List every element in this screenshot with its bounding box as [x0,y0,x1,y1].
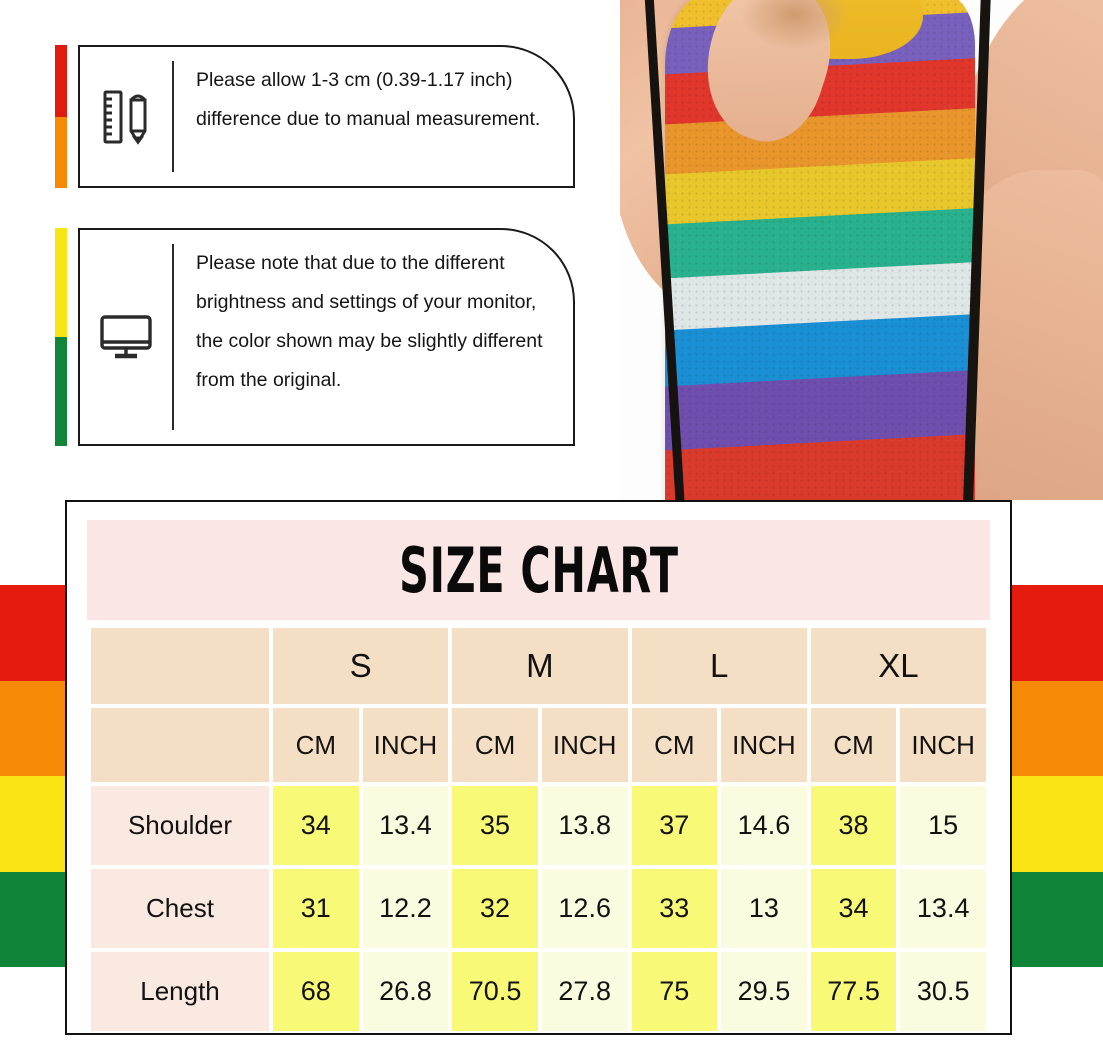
monitor-icon [80,230,172,444]
size-chart-panel: SIZE CHART S M L XL CM INCH CM INCH CM I… [65,500,1012,1035]
note-divider [172,61,174,172]
cell-length-s-cm: 68 [273,952,359,1031]
table-row: Chest 31 12.2 32 12.6 33 13 34 13.4 [91,869,986,948]
note-divider [172,244,174,430]
rainbow-stripes-right [1012,585,1103,967]
header-size-l: L [631,628,807,704]
cell-shoulder-s-cm: 34 [273,786,359,865]
unit-cm-xl: CM [810,708,897,782]
cell-chest-m-inch: 12.6 [541,869,628,948]
cell-shoulder-xl-inch: 15 [900,786,986,865]
cell-chest-l-cm: 33 [631,869,718,948]
cell-length-l-cm: 75 [631,952,718,1031]
header-corner-blank [91,628,269,704]
cell-length-m-inch: 27.8 [541,952,628,1031]
stripe-red [1012,585,1103,681]
row-label-shoulder: Shoulder [91,786,269,865]
cell-chest-xl-cm: 34 [810,869,897,948]
note-text: Please allow 1-3 cm (0.39-1.17 inch) dif… [196,69,541,130]
cell-chest-s-cm: 31 [273,869,359,948]
stripe-green [1012,871,1103,967]
cell-chest-xl-inch: 13.4 [900,869,986,948]
unit-cm-s: CM [273,708,359,782]
note-color-bar [55,228,67,446]
unit-cm-m: CM [452,708,538,782]
table-row: Length 68 26.8 70.5 27.8 75 29.5 77.5 30… [91,952,986,1031]
cell-chest-s-inch: 12.2 [362,869,449,948]
table-row: Shoulder 34 13.4 35 13.8 37 14.6 38 15 [91,786,986,865]
color-note: Please note that due to the different br… [55,228,575,446]
unit-inch-s: INCH [362,708,449,782]
stripe-yellow [1012,776,1103,872]
cell-shoulder-l-inch: 14.6 [721,786,807,865]
cell-shoulder-s-inch: 13.4 [362,786,449,865]
note-box: Please allow 1-3 cm (0.39-1.17 inch) dif… [78,45,575,188]
cell-length-xl-cm: 77.5 [810,952,897,1031]
unit-inch-l: INCH [721,708,807,782]
row-label-chest: Chest [91,869,269,948]
note-box: Please note that due to the different br… [78,228,575,446]
cell-shoulder-m-cm: 35 [452,786,538,865]
unit-inch-xl: INCH [900,708,986,782]
table-row-sizes: S M L XL [91,628,986,704]
unit-inch-m: INCH [541,708,628,782]
row-label-length: Length [91,952,269,1031]
note-color-bar [55,45,67,188]
size-chart-title: SIZE CHART [398,533,679,607]
note-text: Please note that due to the different br… [196,252,543,391]
header-size-xl: XL [810,628,986,704]
cell-shoulder-xl-cm: 38 [810,786,897,865]
cell-shoulder-m-inch: 13.8 [541,786,628,865]
cell-shoulder-l-cm: 37 [631,786,718,865]
bar-segment-red [55,45,67,117]
unit-corner-blank [91,708,269,782]
bar-segment-green [55,337,67,446]
cell-length-m-cm: 70.5 [452,952,538,1031]
measurement-note: Please allow 1-3 cm (0.39-1.17 inch) dif… [55,45,575,188]
cell-chest-m-cm: 32 [452,869,538,948]
product-photo [620,0,1103,500]
ruler-pencil-icon [80,47,172,186]
bar-segment-yellow [55,228,67,337]
size-chart-table: S M L XL CM INCH CM INCH CM INCH CM INCH… [87,624,990,1035]
cell-length-l-inch: 29.5 [721,952,807,1031]
cell-length-xl-inch: 30.5 [900,952,986,1031]
bar-segment-orange [55,116,67,188]
model-neck [740,0,850,50]
stripe-orange [1012,680,1103,776]
size-chart-title-band: SIZE CHART [87,520,990,620]
header-size-m: M [452,628,628,704]
cell-length-s-inch: 26.8 [362,952,449,1031]
table-row-units: CM INCH CM INCH CM INCH CM INCH [91,708,986,782]
unit-cm-l: CM [631,708,718,782]
cell-chest-l-inch: 13 [721,869,807,948]
header-size-s: S [273,628,449,704]
